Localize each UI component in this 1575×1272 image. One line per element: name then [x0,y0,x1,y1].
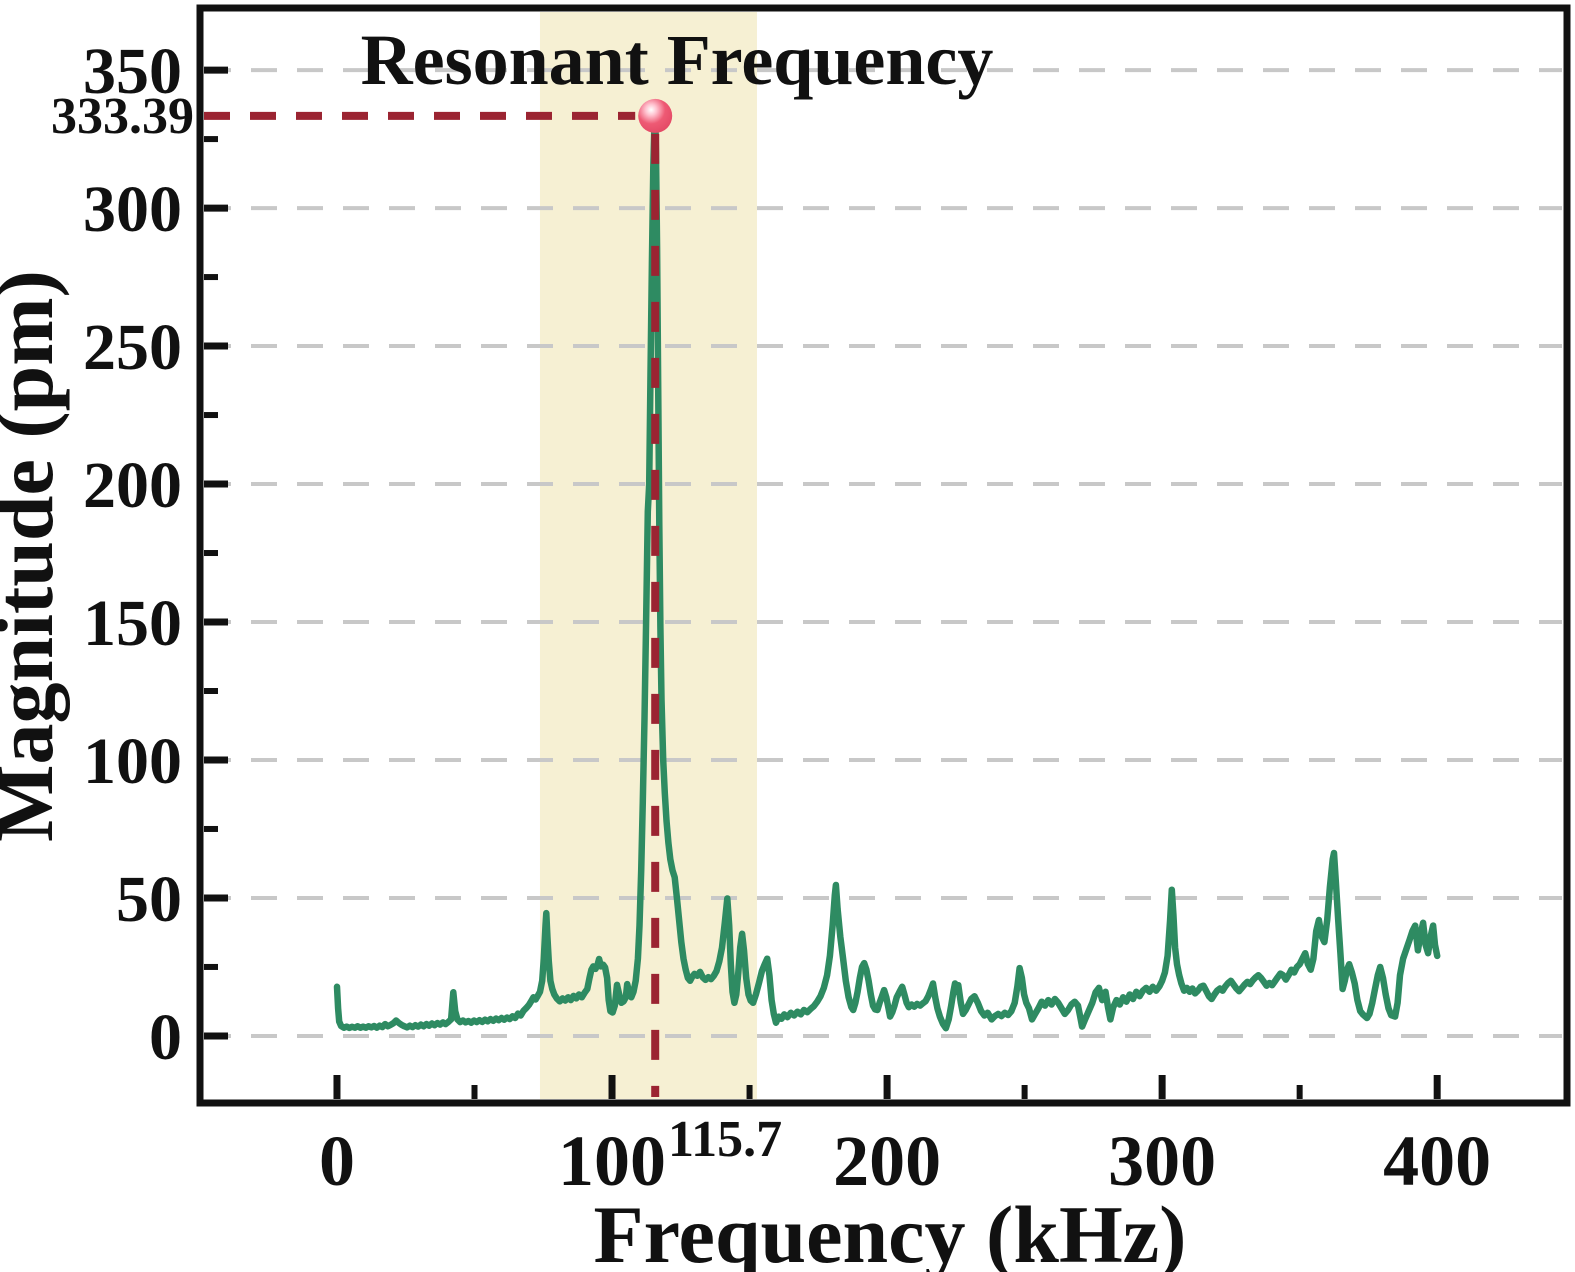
series-layer [333,112,1441,1032]
gridlines-layer [205,68,1562,1038]
peak-frequency-label: 115.7 [668,1111,782,1168]
y-tick-label-0: 0 [149,1001,182,1074]
axes-layer [196,4,1571,1107]
peak-magnitude-label: 333.39 [51,88,194,145]
y-axis-title: Magnitude (pm) [0,270,70,842]
y-tick-label-200: 200 [83,449,182,522]
x-axis-title: Frequency (kHz) [594,1189,1187,1272]
x-tick-label-100: 100 [558,1121,666,1201]
y-tick-label-350: 350 [83,35,182,108]
y-tick-label-50: 50 [116,863,182,936]
y-tick-label-100: 100 [83,725,182,798]
peak-marker [638,98,673,133]
y-tick-label-150: 150 [83,587,182,660]
annotation-layer [204,98,673,1097]
x-tick-label-400: 400 [1383,1121,1491,1201]
x-tick-label-0: 0 [319,1121,355,1201]
y-tick-label-250: 250 [83,311,182,384]
plot-frame [196,4,1571,1107]
magnitude-line [333,112,1441,1032]
chart-title: Resonant Frequency [361,20,994,100]
y-tick-label-300: 300 [83,173,182,246]
tick-labels-layer: 0 100 200 300 400 0 50 100 150 200 250 300 350 [83,35,1491,1201]
x-tick-label-200: 200 [833,1121,941,1201]
x-tick-label-300: 300 [1108,1121,1216,1201]
